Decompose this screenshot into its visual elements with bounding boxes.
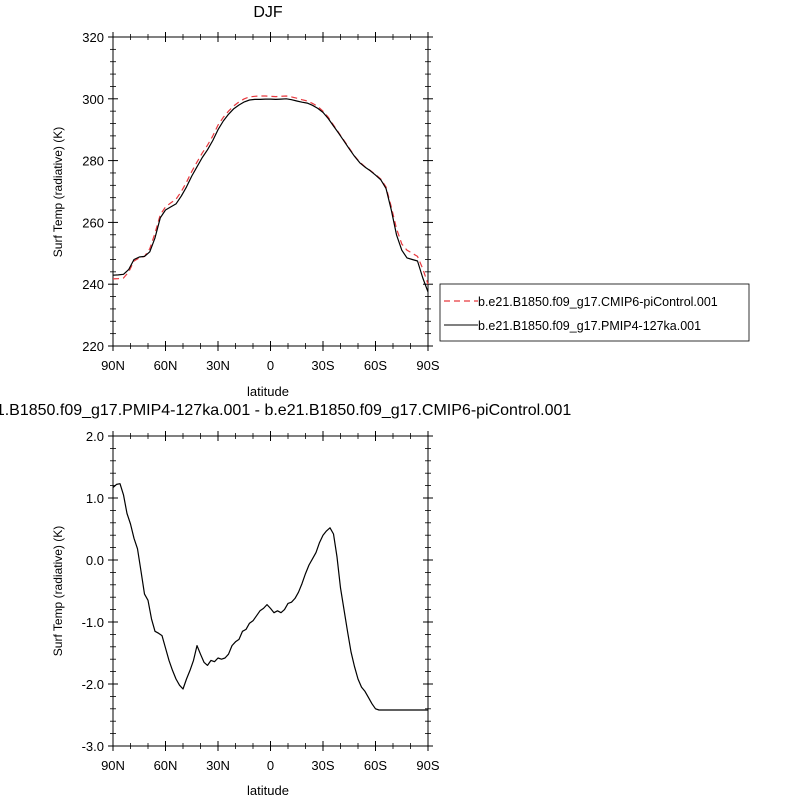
- bottom-x-tick-label: 0: [267, 758, 274, 773]
- top-panel-title: DJF: [253, 4, 283, 21]
- top-y-tick-label: 260: [82, 215, 104, 230]
- bottom-panel-title: b.e21.B1850.f09_g17.PMIP4-127ka.001 - b.…: [0, 402, 571, 419]
- legend-box: [439, 283, 750, 342]
- top-x-tick-label: 30S: [311, 358, 334, 373]
- legend-label-127ka: b.e21.B1850.f09_g17.PMIP4-127ka.001: [478, 319, 701, 333]
- bottom-panel: b.e21.B1850.f09_g17.PMIP4-127ka.001 - b.…: [0, 402, 571, 798]
- top-x-tick-label: 30N: [206, 358, 230, 373]
- bottom-y-tick-label: 0.0: [86, 553, 104, 568]
- top-x-axis-label: latitude: [247, 384, 289, 399]
- bottom-x-tick-label: 30N: [206, 758, 230, 773]
- top-x-tick-label: 90S: [416, 358, 439, 373]
- top-x-tick-label: 60S: [364, 358, 387, 373]
- bottom-y-tick-label: 2.0: [86, 429, 104, 444]
- bottom-x-tick-label: 90S: [416, 758, 439, 773]
- bottom-x-tick-label: 30S: [311, 758, 334, 773]
- top-series-group: [112, 95, 429, 293]
- top-y-tick-label: 220: [82, 339, 104, 354]
- bottom-y-tick-label: 1.0: [86, 491, 104, 506]
- bottom-y-tick-label: -1.0: [82, 615, 104, 630]
- top-panel: DJF 220 240 260 280 300 320 90N 60N 30N 0 30S 60S 90…: [51, 4, 440, 399]
- bottom-x-tick-label: 60S: [364, 758, 387, 773]
- top-y-axis-label: Surf Temp (radiative) (K): [51, 127, 65, 257]
- top-series-line-1: [112, 98, 429, 293]
- top-x-tick-label: 0: [267, 358, 274, 373]
- top-plot-frame: [112, 36, 429, 347]
- bottom-y-axis-label: Surf Temp (radiative) (K): [51, 526, 65, 656]
- bottom-x-tick-label: 90N: [101, 758, 125, 773]
- bottom-x-axis-label: latitude: [247, 783, 289, 798]
- bottom-y-tick-label: -3.0: [82, 739, 104, 754]
- top-x-tick-label: 90N: [101, 358, 125, 373]
- bottom-y-tick-label: -2.0: [82, 677, 104, 692]
- top-y-tick-label: 280: [82, 154, 104, 169]
- top-axis-ticks: 220 240 260 280 300 320 90N 60N 30N 0 30S 60S 90S: [82, 30, 440, 373]
- top-series-line-0: [112, 95, 429, 285]
- top-y-tick-label: 240: [82, 277, 104, 292]
- bottom-axis-ticks: -3.0 -2.0 -1.0 0.0 1.0 2.0 90N 60N 30N 0 30S 60S 90S: [82, 429, 440, 773]
- legend-label-piControl: b.e21.B1850.f09_g17.CMIP6-piControl.001: [478, 295, 718, 309]
- top-x-tick-label: 60N: [154, 358, 178, 373]
- legend: b.e21.B1850.f09_g17.CMIP6-piControl.001 …: [439, 283, 750, 342]
- bottom-plot-frame: [112, 435, 429, 747]
- top-y-tick-label: 300: [82, 92, 104, 107]
- top-y-tick-label: 320: [82, 30, 104, 45]
- bottom-series-line-0: [112, 483, 428, 711]
- bottom-series-group: [112, 483, 428, 711]
- bottom-x-tick-label: 60N: [154, 758, 178, 773]
